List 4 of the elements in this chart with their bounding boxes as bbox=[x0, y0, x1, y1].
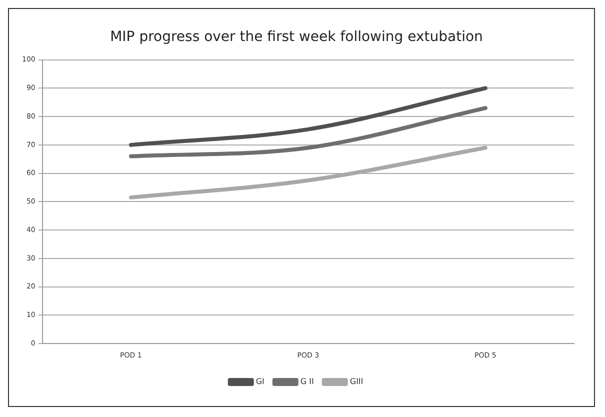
legend-label: G II bbox=[300, 377, 314, 386]
legend-label: GIII bbox=[350, 377, 364, 386]
legend-label: GI bbox=[256, 377, 264, 386]
chart-title: MIP progress over the first week following extubation bbox=[110, 29, 483, 46]
